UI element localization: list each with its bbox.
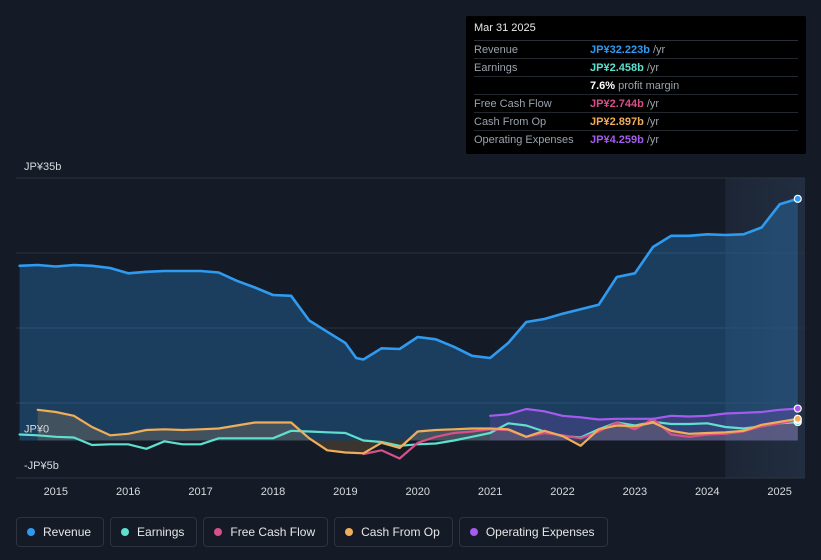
operating-expenses-line <box>489 407 799 421</box>
tooltip-label: Revenue <box>474 43 519 56</box>
x-tick-label: 2024 <box>695 486 719 498</box>
legend-label: Free Cash Flow <box>230 525 316 539</box>
x-tick-label: 2025 <box>767 486 791 498</box>
tooltip-label: Cash From Op <box>474 115 547 128</box>
tooltip-value: JP¥2.744b <box>590 97 644 110</box>
tooltip-value: JP¥32.223b <box>590 43 650 56</box>
y-tick-label: JP¥0 <box>24 424 49 436</box>
legend-dot-icon <box>121 528 130 536</box>
tooltip-unit: /yr <box>646 97 660 110</box>
tooltip-row: Cash From Op JP¥2.897b/yr <box>474 113 798 131</box>
x-tick-label: 2023 <box>623 486 647 498</box>
legend-item-earnings[interactable]: Earnings <box>110 517 198 547</box>
tooltip-unit: /yr <box>646 133 660 146</box>
x-tick-label: 2021 <box>478 486 502 498</box>
tooltip-row: 7.6% profit margin <box>474 77 798 95</box>
legend-item-operating-expenses[interactable]: Operating Expenses <box>458 517 608 547</box>
free-cash-flow-line <box>362 417 799 460</box>
legend-item-cash-from-op[interactable]: Cash From Op <box>334 517 453 547</box>
x-tick-label: 2020 <box>405 486 429 498</box>
legend-dot-icon <box>345 528 354 536</box>
x-tick-label: 2017 <box>188 486 212 498</box>
chart-legend: Revenue Earnings Free Cash Flow Cash From O… <box>16 517 608 547</box>
y-tick-label: -JP¥5b <box>24 460 59 472</box>
tooltip-row: Free Cash Flow JP¥2.744b/yr <box>474 95 798 113</box>
tooltip-row: Operating Expenses JP¥4.259b/yr <box>474 131 798 148</box>
x-tick-label: 2016 <box>116 486 140 498</box>
tooltip-unit: profit margin <box>618 79 680 92</box>
x-tick-label: 2018 <box>261 486 285 498</box>
tooltip-label: Free Cash Flow <box>474 97 552 110</box>
legend-item-free-cash-flow[interactable]: Free Cash Flow <box>203 517 329 547</box>
legend-label: Earnings <box>137 525 185 539</box>
cash-from-op-endpoint <box>793 414 802 423</box>
legend-dot-icon <box>469 528 478 536</box>
tooltip-date: Mar 31 2025 <box>474 22 798 41</box>
x-tick-label: 2022 <box>550 486 574 498</box>
data-tooltip: Mar 31 2025 Revenue JP¥32.223b/yr Earnings… <box>466 16 806 154</box>
tooltip-value: JP¥2.897b <box>590 115 644 128</box>
legend-dot-icon <box>214 528 223 536</box>
legend-dot-icon <box>27 528 35 536</box>
x-tick-label: 2015 <box>44 486 68 498</box>
legend-item-revenue[interactable]: Revenue <box>16 517 105 547</box>
y-tick-label: JP¥35b <box>24 161 61 173</box>
revenue-area <box>19 198 798 441</box>
revenue-line <box>18 197 800 361</box>
x-tick-label: 2019 <box>333 486 357 498</box>
earnings-line <box>18 420 799 450</box>
tooltip-value: 7.6% <box>590 79 616 92</box>
legend-label: Operating Expenses <box>485 525 595 539</box>
operating-expenses-endpoint <box>793 404 802 413</box>
tooltip-unit: /yr <box>646 115 660 128</box>
tooltip-label: Operating Expenses <box>474 133 574 146</box>
legend-label: Revenue <box>43 525 92 539</box>
tooltip-row: Revenue JP¥32.223b/yr <box>474 41 798 59</box>
tooltip-value: JP¥4.259b <box>590 133 644 146</box>
tooltip-row: Earnings JP¥2.458b/yr <box>474 59 798 77</box>
tooltip-unit: /yr <box>652 43 666 56</box>
tooltip-label: Earnings <box>474 61 518 74</box>
revenue-endpoint <box>793 194 802 203</box>
legend-label: Cash From Op <box>361 525 440 539</box>
cash-from-op-line <box>36 408 799 455</box>
tooltip-value: JP¥2.458b <box>590 61 644 74</box>
tooltip-unit: /yr <box>646 61 660 74</box>
